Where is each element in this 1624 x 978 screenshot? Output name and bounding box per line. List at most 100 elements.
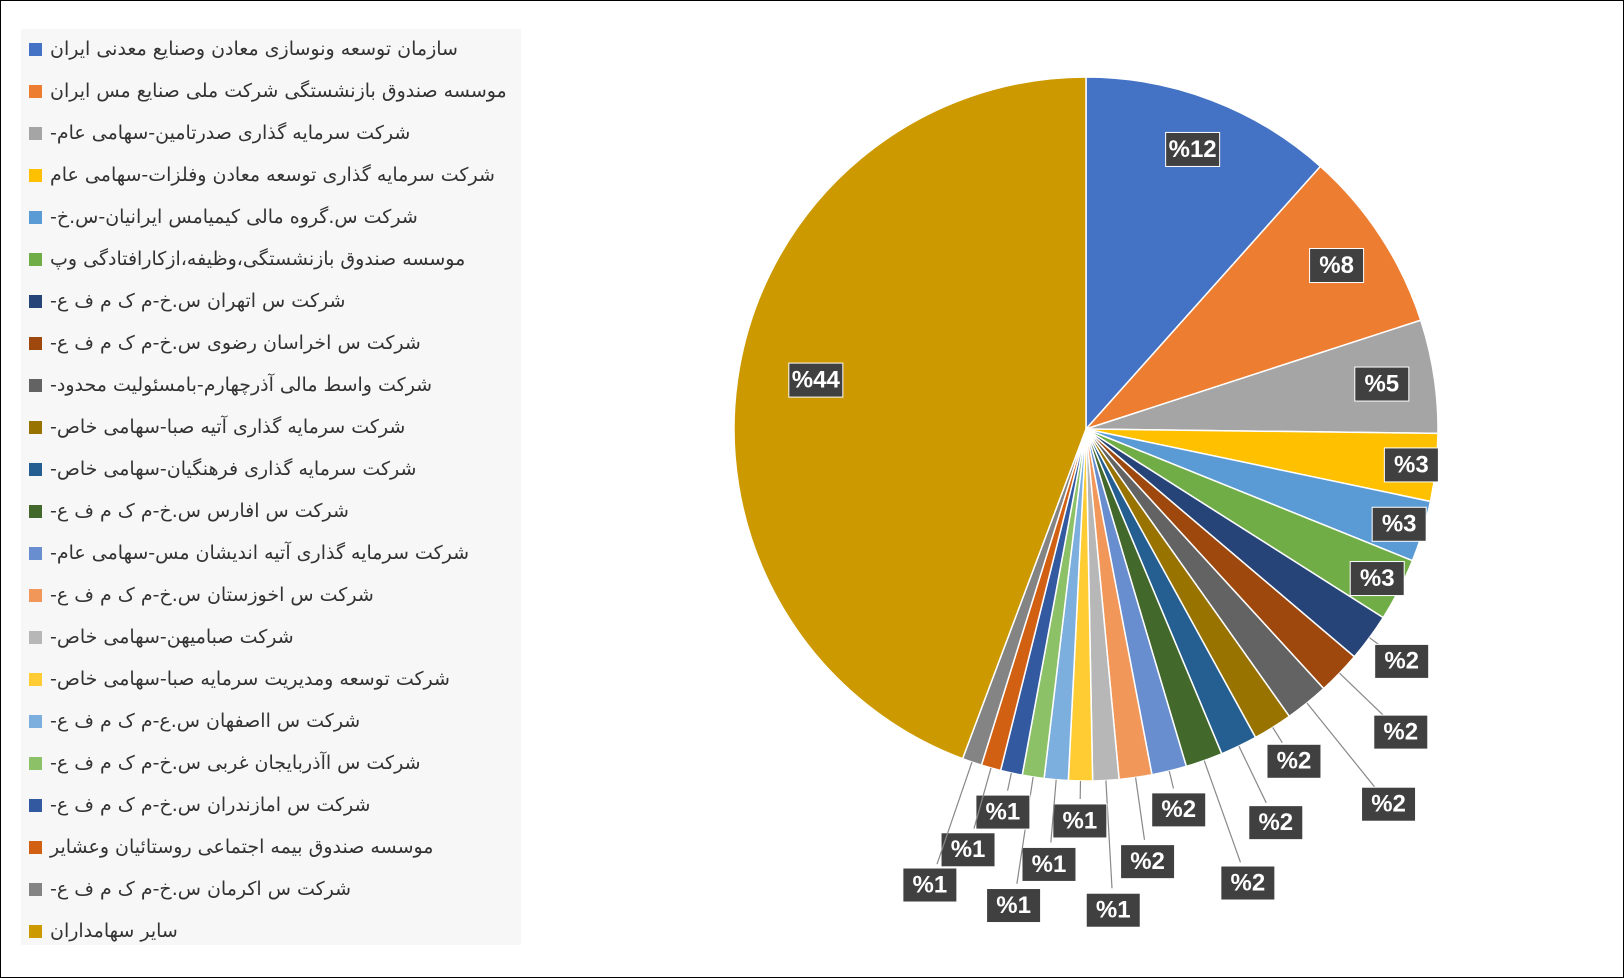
data-label: %1: [1096, 897, 1131, 924]
data-label: %12: [1169, 136, 1217, 163]
legend-swatch: [29, 882, 42, 896]
legend-label: شرکت س امازندران س.خ-م ک م ف ع-: [50, 794, 371, 816]
data-label-box: [1021, 846, 1077, 882]
legend-item: شرکت صبامیهن-سهامی خاص-: [29, 622, 294, 652]
legend-label: شرکت س اخوزستان س.خ-م ک م ف ع-: [50, 584, 374, 606]
data-label-box: [940, 832, 996, 868]
legend-swatch: [29, 504, 42, 518]
legend-item: شرکت س.گروه مالی کیمیامس ایرانیان-س.خ-: [29, 202, 418, 232]
legend-swatch: [29, 798, 42, 812]
legend-item: موسسه صندوق بیمه اجتماعی روستائیان وعشای…: [29, 832, 433, 862]
leader-line: [1016, 776, 1034, 884]
legend-swatch: [29, 588, 42, 602]
legend-item: شرکت س اخوزستان س.خ-م ک م ف ع-: [29, 580, 374, 610]
data-label-box: [1373, 714, 1429, 750]
legend-item: شرکت سرمایه گذاری فرهنگیان-سهامی خاص-: [29, 454, 416, 484]
legend-swatch: [29, 420, 42, 434]
data-label-box: [1151, 792, 1207, 828]
legend-item: شرکت س اکرمان س.خ-م ک م ف ع-: [29, 874, 351, 904]
data-label-box: [1309, 248, 1365, 284]
data-label-box: [902, 867, 958, 903]
legend-item: شرکت سرمایه گذاری آتیه صبا-سهامی خاص-: [29, 412, 405, 442]
legend-swatch: [29, 840, 42, 854]
leader-line: [936, 761, 973, 865]
legend-swatch: [29, 462, 42, 476]
legend-item: شرکت سرمایه گذاری صدرتامین-سهامی عام-: [29, 118, 410, 148]
leader-line: [1238, 745, 1267, 804]
legend-item: شرکت واسط مالی آذرچهارم-بامسئولیت محدود-: [29, 370, 432, 400]
leader-line: [1105, 780, 1113, 889]
legend-swatch: [29, 336, 42, 350]
legend-label: شرکت سرمایه گذاری فرهنگیان-سهامی خاص-: [50, 458, 417, 480]
legend-swatch: [29, 714, 42, 728]
data-label: %5: [1364, 370, 1399, 397]
data-label: %8: [1319, 252, 1354, 279]
legend-swatch: [29, 378, 42, 392]
legend-swatch: [29, 294, 42, 308]
data-label: %3: [1394, 451, 1429, 478]
legend-item: شرکت س اتهران س.خ-م ک م ف ع-: [29, 286, 345, 316]
leader-line: [1135, 777, 1146, 840]
legend-swatch: [29, 168, 42, 182]
data-label: %1: [1062, 807, 1097, 834]
data-label: %2: [1277, 748, 1312, 775]
legend-item: شرکت س افارس س.خ-م ک م ف ع-: [29, 496, 349, 526]
data-label: %44: [792, 366, 841, 393]
data-label: %1: [1032, 851, 1067, 878]
leader-line: [1050, 779, 1057, 843]
data-label-box: [1120, 844, 1176, 880]
legend-label: شرکت س ااصفهان س.ع-م ک م ف ع-: [50, 710, 361, 732]
legend-label: شرکت توسعه ومدیریت سرمایه صبا-سهامی خاص-: [50, 668, 450, 690]
data-label-box: [1371, 506, 1427, 542]
legend-label: شرکت سرمایه گذاری توسعه معادن وفلزات-سها…: [50, 164, 495, 186]
legend-item: شرکت س ااصفهان س.ع-م ک م ف ع-: [29, 706, 360, 736]
legend-label: سازمان توسعه ونوسازی معادن وصنایع معدنی …: [50, 38, 458, 60]
legend-item: موسسه صندوق بازنشستگی،وظیفه،ازکارافتادگی…: [29, 244, 465, 274]
data-label-box: [1052, 803, 1108, 839]
legend-item: شرکت سرمایه گذاری آتیه اندیشان مس-سهامی …: [29, 538, 469, 568]
legend-item: موسسه صندوق بازنشستگی شرکت ملی صنایع مس …: [29, 76, 507, 106]
data-label: %2: [1371, 791, 1406, 818]
legend-item: سازمان توسعه ونوسازی معادن وصنایع معدنی …: [29, 34, 458, 64]
leader-line: [1272, 727, 1283, 743]
pie-slice: [1083, 165, 1422, 431]
legend-item: سایر سهامداران: [29, 916, 178, 946]
legend-item: شرکت س اآذربایجان غربی س.خ-م ک م ف ع-: [29, 748, 421, 778]
data-label-box: [986, 888, 1042, 924]
legend-swatch: [29, 210, 42, 224]
legend-label: شرکت س اخراسان رضوی س.خ-م ک م ف ع-: [50, 332, 421, 354]
data-label-box: [1085, 892, 1141, 928]
data-label: %2: [1231, 869, 1266, 896]
leader-line: [1168, 770, 1175, 789]
legend-label: موسسه صندوق بازنشستگی شرکت ملی صنایع مس …: [50, 80, 507, 102]
data-label: %3: [1382, 511, 1417, 538]
legend-swatch: [29, 756, 42, 770]
data-label-box: [1383, 447, 1439, 483]
data-label-box: [1349, 561, 1405, 597]
data-label-box: [1266, 743, 1322, 779]
data-label: %1: [996, 892, 1031, 919]
data-label: %2: [1383, 718, 1418, 745]
legend-label: شرکت واسط مالی آذرچهارم-بامسئولیت محدود-: [50, 374, 433, 396]
legend-label: شرکت سرمایه گذاری آتیه صبا-سهامی خاص-: [50, 416, 406, 438]
leader-line: [973, 767, 992, 829]
legend-swatch: [29, 672, 42, 686]
legend: سازمان توسعه ونوسازی معادن وصنایع معدنی …: [21, 29, 521, 945]
pie-slice: [1085, 76, 1322, 431]
data-label: %2: [1384, 648, 1419, 675]
legend-label: شرکت س اتهران س.خ-م ک م ف ع-: [50, 290, 346, 312]
data-label: %1: [986, 798, 1021, 825]
data-label-box: [1248, 805, 1304, 841]
data-label: %1: [951, 836, 986, 863]
data-label-box: [788, 362, 844, 398]
legend-swatch: [29, 42, 42, 56]
pie-slice: [733, 76, 1087, 760]
legend-label: موسسه صندوق بازنشستگی،وظیفه،ازکارافتادگی…: [50, 248, 466, 270]
legend-swatch: [29, 630, 42, 644]
leader-line: [1306, 702, 1376, 788]
data-label-box: [1354, 366, 1410, 402]
legend-label: شرکت س.گروه مالی کیمیامس ایرانیان-س.خ-: [50, 206, 418, 228]
legend-label: شرکت س افارس س.خ-م ک م ف ع-: [50, 500, 349, 522]
legend-item: شرکت توسعه ومدیریت سرمایه صبا-سهامی خاص-: [29, 664, 450, 694]
